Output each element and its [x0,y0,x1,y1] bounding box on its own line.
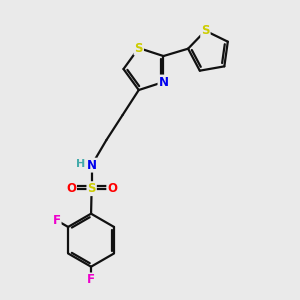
Text: F: F [87,273,95,286]
Text: N: N [87,159,97,172]
Text: S: S [134,41,143,55]
Text: H: H [76,159,85,169]
Text: O: O [66,182,76,195]
Text: S: S [87,182,96,195]
Text: N: N [158,76,168,88]
Text: F: F [52,214,61,227]
Text: O: O [107,182,117,195]
Text: S: S [201,24,210,37]
